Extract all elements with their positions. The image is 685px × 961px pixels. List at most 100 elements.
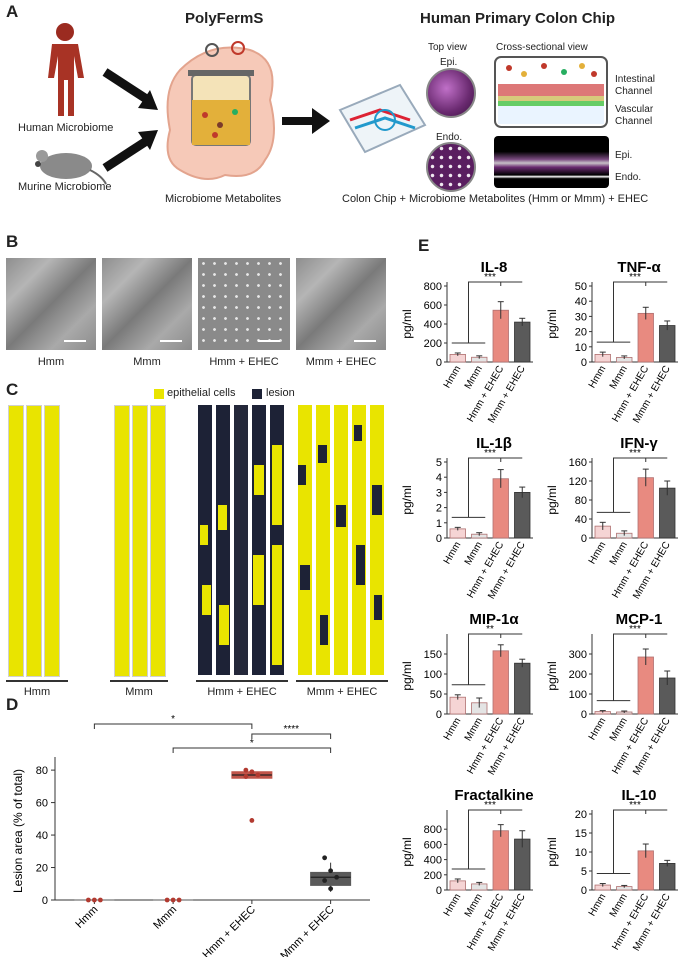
y-tick-label: 200 [424, 870, 442, 882]
x-tick-label: Hmm [442, 540, 463, 566]
strip-mmm-2 [132, 405, 148, 677]
significance-label: *** [484, 800, 496, 811]
panel-label-d: D [6, 695, 19, 714]
bar-3 [659, 487, 676, 539]
y-tick-label: 600 [424, 300, 442, 312]
b-label-mmm: Mmm [133, 356, 161, 368]
y-tick-label: 100 [569, 689, 587, 701]
vascular-label-2: Channel [615, 116, 653, 127]
data-point [322, 878, 328, 883]
y-tick-label: 80 [575, 495, 587, 507]
y-axis-title: pg/ml [545, 837, 559, 866]
significance-bracket [613, 457, 668, 513]
y-axis-title: pg/ml [400, 485, 414, 514]
y-axis-title: pg/ml [400, 661, 414, 690]
underline-hmm [6, 680, 68, 682]
y-tick-label: 800 [424, 281, 442, 293]
micrograph-hmm-ehec [198, 258, 290, 350]
y-tick-label: 50 [575, 281, 587, 293]
significance-bracket [613, 633, 668, 701]
y-axis-title: pg/ml [400, 837, 414, 866]
x-tick-label: Hmm [442, 892, 463, 918]
y-tick-label: 2 [436, 503, 442, 515]
top-view-label: Top view [428, 42, 467, 53]
significance-bracket [93, 723, 253, 729]
y-tick-label: 100 [424, 669, 442, 681]
x-tick-label: Mmm [608, 364, 630, 391]
bar-2 [492, 830, 509, 891]
data-point [164, 897, 170, 903]
legend-epithelial-swatch [154, 389, 164, 399]
vascular-label-1: Vascular [615, 104, 654, 115]
significance-label: * [250, 738, 254, 749]
endo-top-label: Endo. [436, 132, 463, 143]
y-tick-label: 15 [575, 828, 587, 840]
strips-hmm-ehec [198, 405, 284, 675]
significance-label: * [171, 714, 175, 725]
y-tick-label: 1 [436, 518, 442, 530]
significance-label: *** [629, 624, 641, 635]
panel-label-e: E [418, 236, 430, 255]
panel-label-c: C [6, 380, 19, 399]
y-tick-label: 50 [430, 689, 442, 701]
chart-title: MCP-1 [616, 611, 663, 628]
b-label-hmm: Hmm [37, 356, 65, 368]
y-tick-label: 4 [436, 472, 442, 484]
y-axis-title: pg/ml [545, 309, 559, 338]
y-tick-label: 40 [36, 830, 48, 842]
y-tick-label: 0 [581, 357, 587, 369]
data-point [243, 774, 249, 780]
data-point [322, 855, 328, 861]
y-tick-label: 3 [436, 487, 442, 499]
chart-title: IL-10 [621, 787, 656, 804]
data-point [176, 897, 182, 903]
significance-bracket [613, 809, 668, 874]
y-axis-title: pg/ml [545, 485, 559, 514]
y-tick-label: 60 [36, 798, 48, 810]
panel-label-b: B [6, 232, 19, 251]
epi-top-label: Epi. [440, 57, 458, 68]
significance-label: *** [629, 272, 641, 283]
strip-mmm-3 [150, 405, 166, 677]
significance-label: *** [629, 448, 641, 459]
c-label-mmm: Mmm [125, 686, 153, 698]
strip-hmm-1 [8, 405, 24, 677]
significance-label: *** [484, 448, 496, 459]
x-tick-label: Mmm [463, 364, 485, 391]
y-tick-label: 40 [575, 296, 587, 308]
x-tick-label: Hmm [587, 716, 608, 742]
bar-3 [659, 863, 676, 891]
box-3 [310, 871, 352, 886]
y-tick-label: 150 [424, 649, 442, 661]
x-tick-label: Mmm [463, 892, 485, 919]
panel-label-a: A [6, 2, 19, 21]
y-tick-label: 20 [575, 809, 587, 821]
significance-label: *** [629, 800, 641, 811]
chart-title: IL-8 [481, 259, 508, 276]
y-tick-label: 800 [424, 824, 442, 836]
bar-3 [514, 662, 531, 715]
c-label-mmm-ehec: Mmm + EHEC [306, 686, 378, 698]
chart-title: Fractalkine [454, 787, 533, 804]
y-tick-label: 30 [575, 311, 587, 323]
y-tick-label: 0 [436, 709, 442, 721]
polyferms-title: PolyFermS [185, 10, 264, 27]
data-point [328, 886, 334, 892]
bar-3 [514, 492, 531, 539]
data-point [85, 897, 91, 903]
y-tick-label: 200 [424, 338, 442, 350]
significance-bracket [172, 747, 332, 753]
c-label-hmm-ehec: Hmm + EHEC [207, 686, 277, 698]
y-tick-label: 400 [424, 319, 442, 331]
x-tick-label: Mmm [608, 716, 630, 743]
input-arrows [102, 68, 158, 172]
significance-bracket [468, 809, 523, 869]
strip-mmm-1 [114, 405, 130, 677]
human-microbiome-label: Human Microbiome [18, 122, 114, 134]
y-tick-label: 40 [575, 514, 587, 526]
lesion-area-chart: 0 20 40 60 80 Lesion area (% of total) Hmm Mmm H… [11, 714, 370, 957]
colon-bioreactor-icon [166, 41, 275, 180]
